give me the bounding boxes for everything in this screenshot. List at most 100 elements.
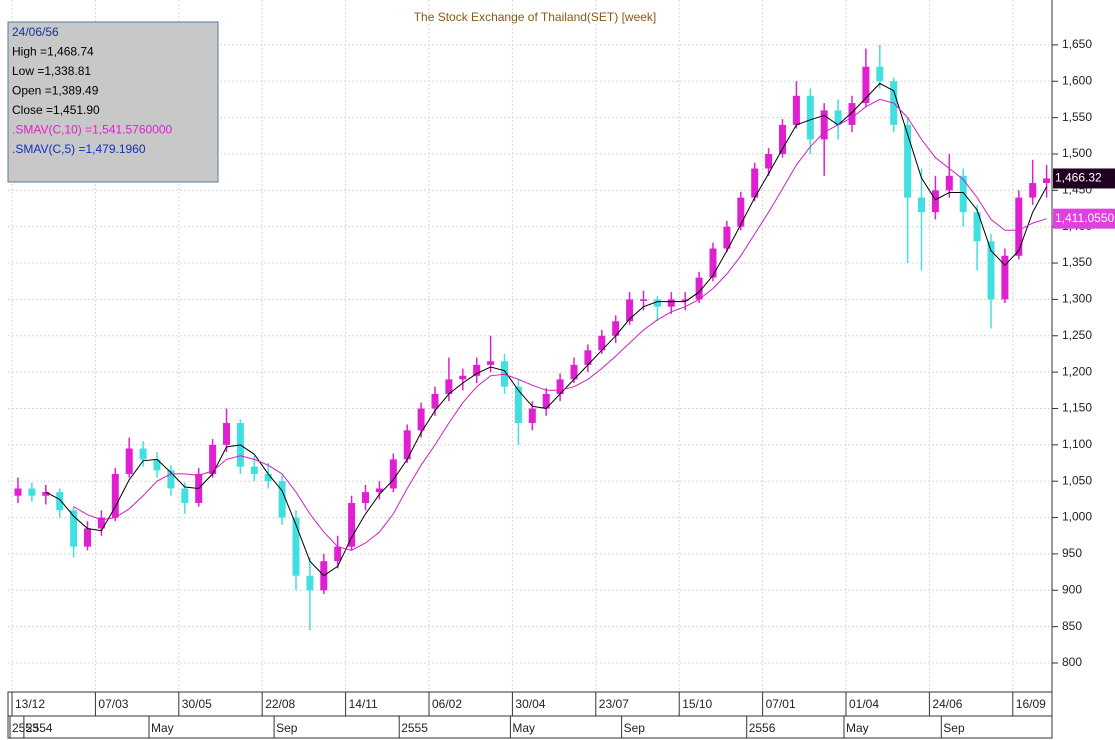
candle-body bbox=[111, 473, 119, 518]
candle-body bbox=[765, 153, 773, 169]
candle-body bbox=[820, 110, 828, 140]
candle-body bbox=[97, 517, 105, 529]
y-tick-label: 800 bbox=[1062, 655, 1082, 669]
candle-body bbox=[70, 510, 78, 547]
candle-body bbox=[945, 175, 953, 191]
info-line: Open =1,389.49 bbox=[12, 84, 99, 98]
info-line: Low =1,338.81 bbox=[12, 64, 91, 78]
candle-body bbox=[292, 517, 300, 576]
candle-body bbox=[223, 423, 230, 445]
candle-body bbox=[348, 503, 356, 547]
candle-body bbox=[667, 299, 675, 307]
x-period-label: 2554 bbox=[26, 721, 53, 735]
x-period-label: 2553 bbox=[12, 721, 39, 735]
sma-line bbox=[73, 98, 1047, 551]
x-tick-label: 07/01 bbox=[766, 697, 796, 711]
candle-body bbox=[862, 66, 870, 104]
y-tick-label: 1,100 bbox=[1062, 437, 1092, 451]
info-box bbox=[7, 21, 219, 183]
x-period-label: 2556 bbox=[749, 721, 776, 735]
candle-body bbox=[28, 488, 36, 496]
candle-body bbox=[779, 124, 786, 154]
x-tick-label: 23/07 bbox=[599, 697, 629, 711]
info-line: Close =1,451.90 bbox=[12, 103, 100, 117]
candle-body bbox=[626, 299, 634, 322]
y-tick-label: 1,500 bbox=[1062, 146, 1092, 160]
candle-body bbox=[334, 546, 342, 562]
candle-body bbox=[250, 466, 258, 474]
y-tick-label: 900 bbox=[1062, 582, 1082, 596]
candle-body bbox=[695, 277, 703, 300]
candle-body bbox=[375, 488, 383, 493]
candle-body bbox=[1029, 183, 1037, 198]
x-tick-label: 15/10 bbox=[682, 697, 712, 711]
candle-body bbox=[556, 379, 564, 394]
candle-body bbox=[209, 444, 217, 474]
candle-body bbox=[848, 103, 856, 125]
x-period-label: May bbox=[512, 721, 535, 735]
candle-body bbox=[876, 66, 884, 82]
price-tag-label: 1,466.32 bbox=[1055, 171, 1102, 185]
y-tick-label: 1,650 bbox=[1062, 37, 1092, 51]
candle-body bbox=[653, 299, 661, 307]
chart-title: The Stock Exchange of Thailand(SET) [wee… bbox=[414, 10, 657, 24]
candle-body bbox=[709, 248, 717, 278]
y-tick-label: 1,200 bbox=[1062, 364, 1092, 378]
candle-body bbox=[417, 408, 425, 431]
info-line: .SMAV(C,10) =1,541.5760000 bbox=[12, 123, 173, 137]
candle-body bbox=[973, 212, 981, 242]
price-tag bbox=[1053, 168, 1115, 189]
candle-body bbox=[487, 361, 495, 365]
candle-body bbox=[931, 190, 939, 213]
y-tick-label: 1,600 bbox=[1062, 73, 1092, 87]
x-tick-label: 24/06 bbox=[932, 697, 962, 711]
candle-body bbox=[306, 575, 314, 591]
x-tick-label: 30/04 bbox=[515, 697, 545, 711]
candle-body bbox=[403, 430, 411, 460]
candle-body bbox=[904, 124, 912, 198]
candle-body bbox=[42, 492, 50, 496]
y-tick-label: 1,350 bbox=[1062, 255, 1092, 269]
candle-body bbox=[125, 448, 133, 474]
x-tick-label: 07/03 bbox=[98, 697, 128, 711]
candle-body bbox=[514, 386, 522, 424]
x-period-label: May bbox=[846, 721, 869, 735]
candle-body bbox=[528, 408, 536, 424]
x-tick-label: 30/05 bbox=[182, 697, 212, 711]
candle-body bbox=[1001, 255, 1009, 300]
candle-body bbox=[84, 528, 91, 547]
y-tick-label: 1,300 bbox=[1062, 292, 1092, 306]
candle-body bbox=[431, 393, 439, 409]
x-period-label: 2555 bbox=[401, 721, 428, 735]
x-period-label: Sep bbox=[624, 721, 646, 735]
price-tag bbox=[1053, 208, 1115, 229]
candle-body bbox=[139, 448, 147, 460]
sma-line bbox=[45, 82, 1048, 577]
y-tick-label: 1,550 bbox=[1062, 110, 1092, 124]
x-period-label: May bbox=[151, 721, 174, 735]
candle-body bbox=[584, 350, 592, 365]
candle-body bbox=[1015, 197, 1023, 256]
x-axis-band bbox=[7, 691, 1053, 739]
candle-body bbox=[542, 393, 550, 409]
price-tag-label: 1,411.0550 bbox=[1055, 211, 1114, 225]
candle-body bbox=[56, 492, 64, 511]
marks bbox=[14, 44, 1051, 631]
y-tick-label: 950 bbox=[1062, 546, 1082, 560]
candle-body bbox=[918, 197, 925, 213]
candle-body bbox=[1043, 178, 1051, 184]
info-lines: 24/06/56 High =1,468.74 Low =1,338.81 Open … bbox=[12, 25, 173, 156]
candle-body bbox=[681, 299, 689, 301]
candle-body bbox=[278, 481, 286, 518]
candle-body bbox=[806, 95, 814, 140]
candle-body bbox=[612, 321, 620, 336]
y-tick-label: 1,150 bbox=[1062, 401, 1092, 415]
candle-body bbox=[959, 175, 967, 213]
candle-body bbox=[264, 473, 272, 482]
candle-body bbox=[723, 226, 731, 249]
candle-body bbox=[570, 364, 578, 380]
candle-body bbox=[14, 488, 22, 496]
x-tick-label: 22/08 bbox=[265, 697, 295, 711]
candle-body bbox=[987, 241, 995, 300]
